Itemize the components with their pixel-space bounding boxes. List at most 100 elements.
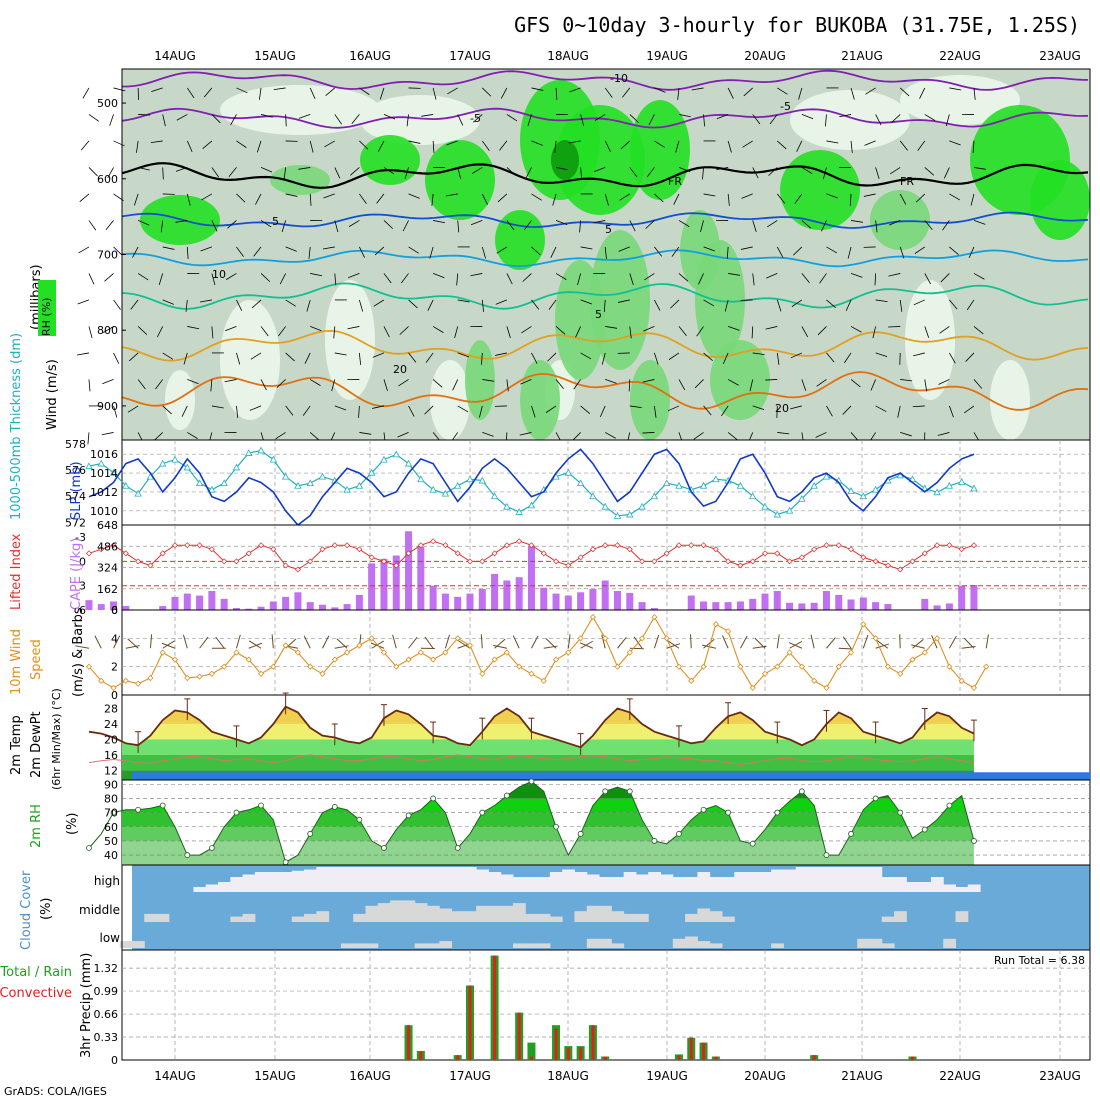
wind-speed-point <box>491 656 498 663</box>
wind-barb <box>966 299 975 311</box>
wind-barb <box>506 167 516 176</box>
thickness-point <box>822 472 831 480</box>
thickness-point <box>515 508 523 515</box>
cape-bar <box>700 601 708 610</box>
temp-band <box>122 739 974 755</box>
thickness-point <box>478 476 486 484</box>
cloud-bar <box>279 872 293 892</box>
wind-barb <box>822 167 827 180</box>
wind-barb <box>236 405 239 418</box>
wind-barb <box>236 299 243 311</box>
cape-tick: 486 <box>97 540 118 553</box>
wind-barb <box>251 299 262 309</box>
wind-barb <box>548 299 557 310</box>
precip-conv-bar <box>603 1056 607 1060</box>
wind-barb <box>158 273 164 286</box>
thickness-point <box>318 472 327 480</box>
thickness-point <box>183 463 191 471</box>
wind-barb <box>88 273 95 285</box>
wind-barb <box>552 193 557 206</box>
wind-barb <box>703 352 713 361</box>
wind-barb <box>87 432 90 445</box>
wind-barb <box>457 220 460 233</box>
wind-barb <box>358 352 362 365</box>
cloud-bar <box>721 877 735 892</box>
wind-speed-point <box>725 628 732 635</box>
wind-barb <box>482 379 495 382</box>
rh-point <box>307 830 314 837</box>
cloud-bar <box>390 867 403 892</box>
wind-speed-point <box>897 670 904 677</box>
wind-barb <box>256 140 262 153</box>
wind-barb <box>716 114 729 120</box>
wind-barb-10m <box>580 640 593 649</box>
lifted-index-point <box>663 550 670 557</box>
cloud-bar <box>685 877 698 892</box>
rh-point <box>700 806 707 813</box>
wind-barb <box>107 167 114 179</box>
wind-barb <box>359 246 365 258</box>
cloud-level-label: high <box>94 874 120 888</box>
wind-barb <box>531 87 544 91</box>
wind-barb <box>506 114 518 122</box>
wind-barb <box>599 405 606 418</box>
wind-barb <box>668 352 680 360</box>
cape-bar <box>466 593 474 610</box>
cloud-bar <box>943 884 957 892</box>
wind-barb <box>285 246 297 252</box>
cloud-bar <box>353 913 367 922</box>
wind-barb <box>457 352 470 358</box>
wind-barb <box>790 405 802 410</box>
wind-barb <box>457 405 469 413</box>
wind-barb <box>949 299 958 310</box>
lifted-index-point <box>737 562 744 569</box>
rh-tick: 90 <box>104 778 118 791</box>
wind-barb <box>399 326 409 335</box>
wind-barb <box>875 167 880 180</box>
wind-barb <box>427 299 434 311</box>
wind-barb <box>334 167 341 179</box>
cape-bar <box>282 596 290 610</box>
date-label-top: 17AUG <box>449 49 491 63</box>
wind-barb <box>899 246 905 259</box>
wind-barb <box>383 114 396 120</box>
wind-barb <box>113 87 126 92</box>
lifted-index-point <box>921 550 928 557</box>
wind-barb <box>768 167 778 176</box>
thickness-point <box>810 481 818 489</box>
wind-barb <box>752 273 755 286</box>
wind-barb-10m <box>739 635 748 649</box>
thickness-point <box>429 485 437 493</box>
wind-speed-point <box>331 656 338 663</box>
cape-bar <box>392 555 400 610</box>
cape-bar <box>183 593 191 610</box>
cloud-bar <box>316 867 330 892</box>
wind-barb <box>103 326 114 333</box>
cape-tick: 648 <box>97 519 118 532</box>
cape-bar <box>736 601 744 610</box>
cape-bar <box>306 602 314 610</box>
wind-barb <box>801 379 807 391</box>
rh-point <box>897 809 904 816</box>
wind-barb <box>924 167 935 176</box>
wind-barb <box>842 405 852 415</box>
wind-barb <box>550 246 557 258</box>
wind-barb <box>964 405 975 414</box>
cloud-bar <box>881 877 895 892</box>
wind-barb <box>401 273 409 284</box>
wind-barb <box>740 246 753 250</box>
thickness-point <box>626 510 634 518</box>
thickness-point <box>232 463 241 471</box>
rh-point <box>823 852 830 858</box>
cloud-bar <box>328 867 342 892</box>
date-label-top: 16AUG <box>349 49 391 63</box>
wind-barb <box>972 140 975 153</box>
cloud-bar <box>119 941 133 948</box>
cloud-bar <box>894 911 907 922</box>
cloud-bar <box>709 943 723 948</box>
wind-barb <box>227 220 237 229</box>
wind-speed-point <box>688 677 695 684</box>
wind-barb <box>211 220 218 232</box>
cape-bar <box>429 585 437 610</box>
cloud-bar <box>623 913 637 922</box>
